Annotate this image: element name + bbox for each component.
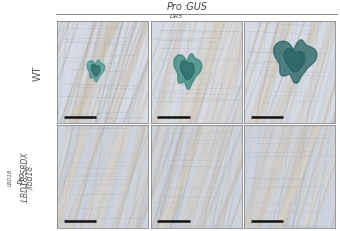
Text: WT: WT — [32, 65, 42, 80]
Text: Pro: Pro — [167, 2, 183, 12]
Polygon shape — [87, 61, 105, 82]
Polygon shape — [274, 41, 317, 84]
Text: LBD18: LBD18 — [8, 168, 13, 185]
Polygon shape — [87, 61, 105, 82]
Polygon shape — [174, 55, 202, 90]
Polygon shape — [91, 65, 100, 77]
Text: /lbd18: /lbd18 — [26, 165, 35, 189]
Text: :LBD18:SRDX: :LBD18:SRDX — [21, 151, 30, 202]
Text: :GUS: :GUS — [184, 2, 208, 12]
Polygon shape — [174, 55, 202, 90]
Polygon shape — [181, 61, 194, 81]
Text: Pro: Pro — [18, 170, 27, 183]
Text: DR5: DR5 — [170, 14, 183, 19]
Polygon shape — [274, 41, 317, 84]
Polygon shape — [284, 49, 305, 73]
